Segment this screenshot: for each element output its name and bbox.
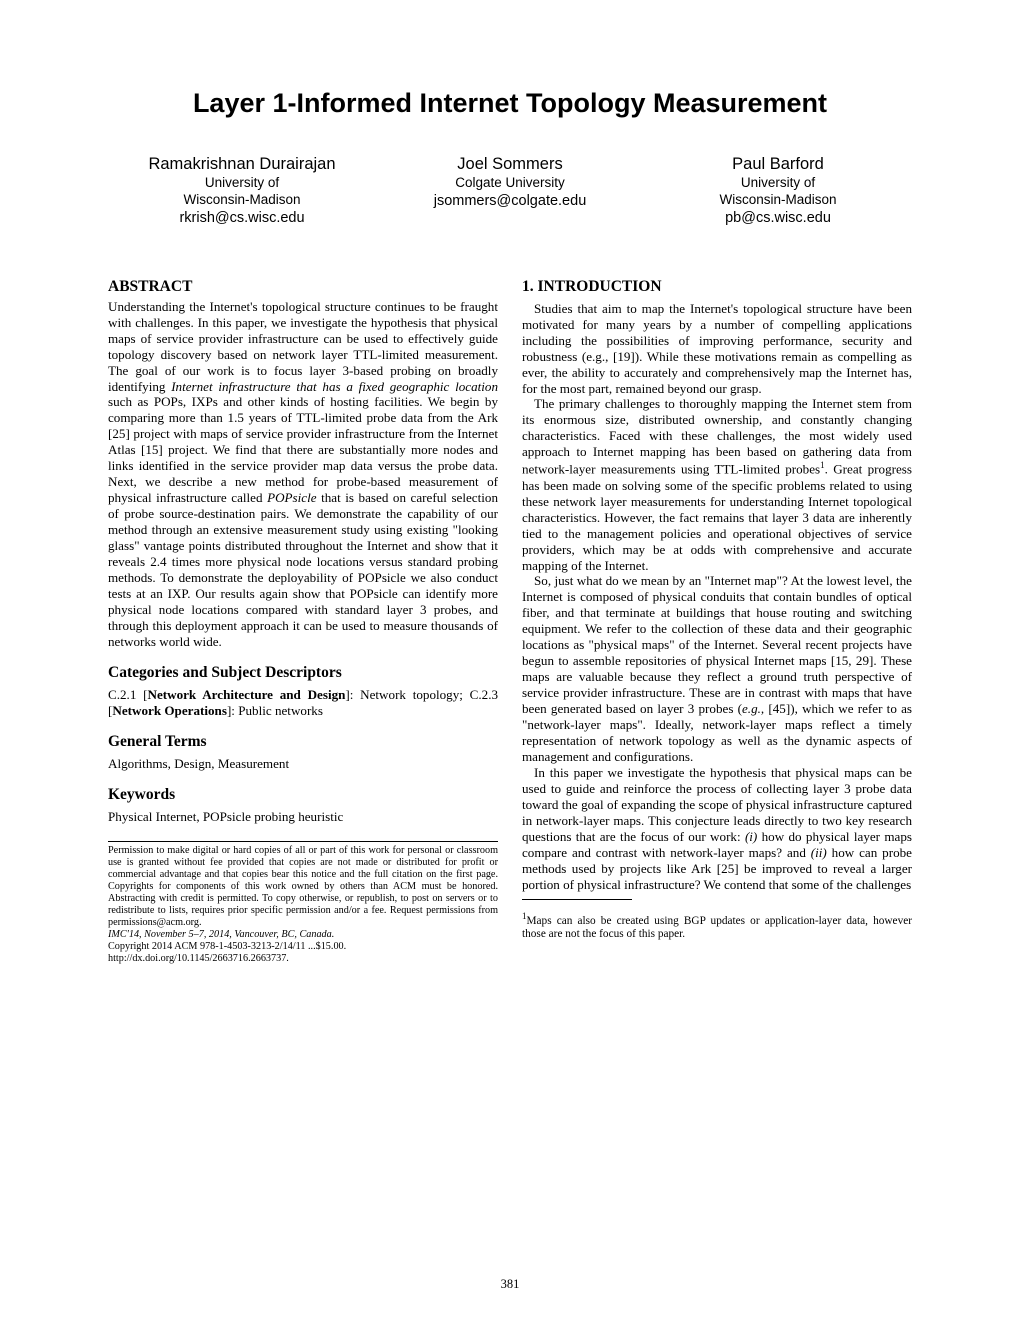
author-1-name: Ramakrishnan Durairajan [108,155,376,174]
author-3-email: pb@cs.wisc.edu [644,210,912,226]
intro-p2b: . Great progress has been made on solvin… [522,462,912,573]
author-1-affil: University ofWisconsin-Madison [108,175,376,209]
columns: ABSTRACT Understanding the Internet's to… [108,278,912,965]
author-2-name: Joel Sommers [376,155,644,174]
author-2-affil: Colgate University [376,175,644,192]
left-column: ABSTRACT Understanding the Internet's to… [108,278,498,965]
keywords-heading: Keywords [108,786,498,805]
cat-t3: ]: Public networks [227,703,323,718]
abstract-text: Understanding the Internet's topological… [108,299,498,650]
intro-p4i: (i) [745,829,757,844]
permission-block: Permission to make digital or hard copie… [108,841,498,965]
categories-heading: Categories and Subject Descriptors [108,664,498,683]
paper-title: Layer 1-Informed Internet Topology Measu… [108,88,912,119]
cat-t1: C.2.1 [ [108,687,147,702]
permission-text: Permission to make digital or hard copie… [108,845,498,928]
doi-line: http://dx.doi.org/10.1145/2663716.266373… [108,953,289,964]
author-2: Joel Sommers Colgate University jsommers… [376,155,644,226]
cat-b2: Network Operations [112,703,227,718]
author-1-email: rkrish@cs.wisc.edu [108,210,376,226]
footnote-text: Maps can also be created using BGP updat… [522,915,912,941]
intro-p2: The primary challenges to thoroughly map… [522,396,912,573]
author-3-affil: University ofWisconsin-Madison [644,175,912,209]
author-1: Ramakrishnan Durairajan University ofWis… [108,155,376,226]
authors-row: Ramakrishnan Durairajan University ofWis… [108,155,912,226]
cat-b1: Network Architecture and Design [147,687,345,702]
categories-text: C.2.1 [Network Architecture and Design]:… [108,687,498,719]
intro-p4ii: (ii) [811,845,827,860]
page-number: 381 [0,1277,1020,1292]
intro-p3eg: e.g., [742,701,764,716]
intro-heading: 1. INTRODUCTION [522,278,912,297]
conference-line: IMC'14, November 5–7, 2014, Vancouver, B… [108,929,334,940]
abstract-heading: ABSTRACT [108,278,498,297]
intro-p3: So, just what do we mean by an "Internet… [522,573,912,765]
intro-p3a: So, just what do we mean by an "Internet… [522,573,912,716]
footnote-rule [522,899,632,900]
author-3-name: Paul Barford [644,155,912,174]
right-column: 1. INTRODUCTION Studies that aim to map … [522,278,912,965]
general-terms-text: Algorithms, Design, Measurement [108,756,498,772]
author-2-email: jsommers@colgate.edu [376,193,644,209]
footnote-1: 1Maps can also be created using BGP upda… [522,911,912,942]
copyright-line: Copyright 2014 ACM 978-1-4503-3213-2/14/… [108,941,346,952]
intro-p1: Studies that aim to map the Internet's t… [522,301,912,397]
general-terms-heading: General Terms [108,733,498,752]
author-3: Paul Barford University ofWisconsin-Madi… [644,155,912,226]
keywords-text: Physical Internet, POPsicle probing heur… [108,809,498,825]
intro-p4: In this paper we investigate the hypothe… [522,765,912,893]
page: Layer 1-Informed Internet Topology Measu… [0,0,1020,1320]
